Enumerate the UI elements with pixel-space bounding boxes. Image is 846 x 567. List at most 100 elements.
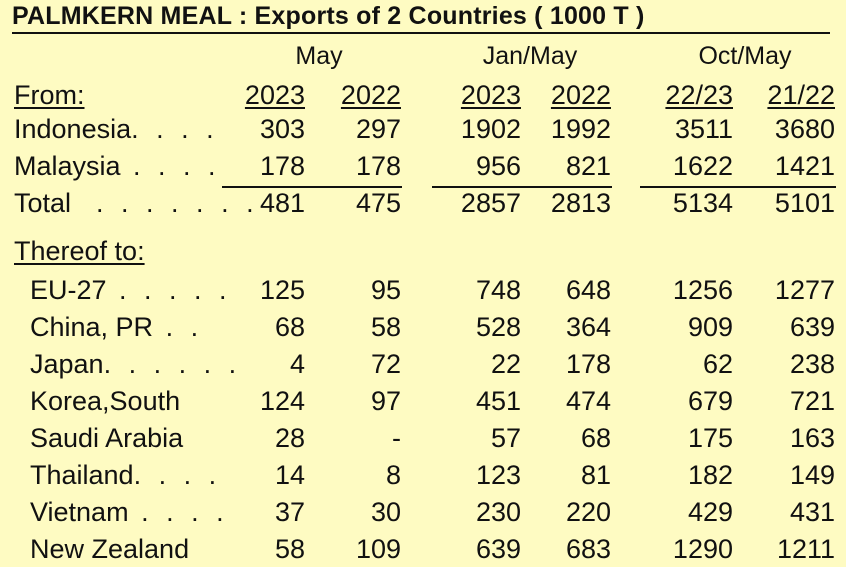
origin-row-value: 178 (259, 151, 305, 181)
row-label-text: Malaysia (14, 151, 121, 181)
origin-row-value: 821 (565, 151, 611, 181)
row-label-text: New Zealand (30, 534, 190, 564)
destination-row-value: 178 (565, 349, 611, 379)
destination-row-value: 37 (274, 497, 305, 527)
destination-row-value: 451 (475, 386, 521, 416)
destination-row-value: 163 (789, 423, 835, 453)
origin-row-value: 5134 (672, 188, 733, 218)
destination-row-value: 909 (687, 312, 733, 342)
destination-row-value: 474 (565, 386, 611, 416)
destination-row-value: 1211 (776, 534, 835, 564)
origin-row-value: 481 (259, 188, 305, 218)
leader-dots: . . . . (128, 497, 229, 527)
total-rule (432, 186, 612, 188)
destination-row-label: China, PR . . (30, 312, 203, 343)
destination-row-value: 72 (370, 349, 401, 379)
destination-row-value: 220 (565, 497, 611, 527)
destination-row-value: 68 (580, 423, 611, 453)
destination-row-value: 97 (370, 386, 401, 416)
destination-row-value: - (392, 423, 401, 453)
total-rule (640, 186, 836, 188)
row-label-text: EU-27 (30, 275, 107, 305)
destination-row-label: Saudi Arabia (30, 423, 183, 454)
origin-row-value: 475 (355, 188, 401, 218)
origin-row-value: 2813 (550, 188, 611, 218)
destination-row-value: 30 (370, 497, 401, 527)
year-header: 2023 (244, 80, 305, 110)
destination-row-value: 123 (475, 460, 521, 490)
total-rule (222, 186, 402, 188)
destination-row-value: 1277 (774, 275, 835, 305)
destination-row-value: 8 (385, 460, 401, 490)
destination-row-value: 57 (490, 423, 521, 453)
origin-row-value: 297 (355, 114, 401, 144)
year-header: 22/23 (665, 80, 733, 110)
origin-row-label: Malaysia . . . . (14, 151, 221, 182)
destination-row-value: 648 (565, 275, 611, 305)
destination-row-value: 28 (274, 423, 305, 453)
destination-row-value: 431 (789, 497, 835, 527)
from-label: From: (14, 80, 85, 110)
period-group-header: May (295, 42, 343, 70)
row-label-text: China, PR (30, 312, 154, 342)
destination-row-value: 125 (259, 275, 305, 305)
destination-row-value: 58 (370, 312, 401, 342)
origin-row-value: 956 (475, 151, 521, 181)
destination-row-value: 1256 (672, 275, 733, 305)
row-label-text: Thailand (30, 460, 134, 490)
destination-row-value: 748 (475, 275, 521, 305)
destination-row-value: 182 (687, 460, 733, 490)
origin-row-value: 1622 (672, 151, 733, 181)
row-label-text: Korea,South (30, 386, 181, 416)
leader-dots: . . . . . . (103, 349, 242, 379)
row-label-text: Japan (30, 349, 104, 379)
period-group-header: Oct/May (698, 42, 792, 70)
destination-row-value: 124 (259, 386, 305, 416)
destination-row-value: 4 (289, 349, 305, 379)
row-label-text: Vietnam (30, 497, 129, 527)
row-label-text: Total (14, 188, 72, 218)
destination-row-value: 58 (274, 534, 305, 564)
destination-row-value: 175 (687, 423, 733, 453)
destination-row-value: 22 (490, 349, 521, 379)
destination-row-value: 429 (687, 497, 733, 527)
origin-row-value: 1421 (774, 151, 835, 181)
row-label-text: Saudi Arabia (30, 423, 184, 453)
origin-row-value: 178 (355, 151, 401, 181)
leader-dots: . . . . . (106, 275, 232, 305)
destination-row-value: 62 (702, 349, 733, 379)
year-header: 2023 (460, 80, 521, 110)
destination-row-value: 14 (274, 460, 305, 490)
destination-row-value: 68 (274, 312, 305, 342)
origin-row-value: 3680 (774, 114, 835, 144)
leader-dots: . . . . (131, 114, 219, 144)
origin-row-value: 3511 (674, 114, 733, 144)
origin-row-value: 2857 (460, 188, 521, 218)
leader-dots: . . . . (133, 460, 222, 490)
year-header: 2022 (550, 80, 611, 110)
destination-row-value: 639 (789, 312, 835, 342)
destination-row-value: 528 (475, 312, 521, 342)
leader-dots: . . (153, 312, 204, 342)
row-label-text: Indonesia (14, 114, 132, 144)
origin-row-value: 1992 (550, 114, 611, 144)
destination-row-label: EU-27 . . . . . (30, 275, 232, 306)
destination-row-value: 238 (789, 349, 835, 379)
destination-row-label: Japan. . . . . . (30, 349, 241, 380)
destination-row-label: Vietnam . . . . (30, 497, 229, 528)
origin-row-label: Indonesia. . . . (14, 114, 219, 145)
thereof-label: Thereof to: (14, 236, 145, 266)
destination-row-value: 639 (475, 534, 521, 564)
destination-row-value: 95 (370, 275, 401, 305)
table-title: PALMKERN MEAL : Exports of 2 Countries (… (12, 2, 830, 34)
destination-row-label: Korea,South (30, 386, 180, 417)
destination-row-value: 230 (475, 497, 521, 527)
origin-row-value: 5101 (774, 188, 835, 218)
destination-row-value: 109 (355, 534, 401, 564)
destination-row-value: 149 (789, 460, 835, 490)
destination-row-label: Thailand. . . . (30, 460, 221, 491)
year-header: 21/22 (767, 80, 835, 110)
destination-row-value: 683 (565, 534, 611, 564)
origin-row-value: 1902 (460, 114, 521, 144)
leader-dots: . . . . (120, 151, 221, 181)
